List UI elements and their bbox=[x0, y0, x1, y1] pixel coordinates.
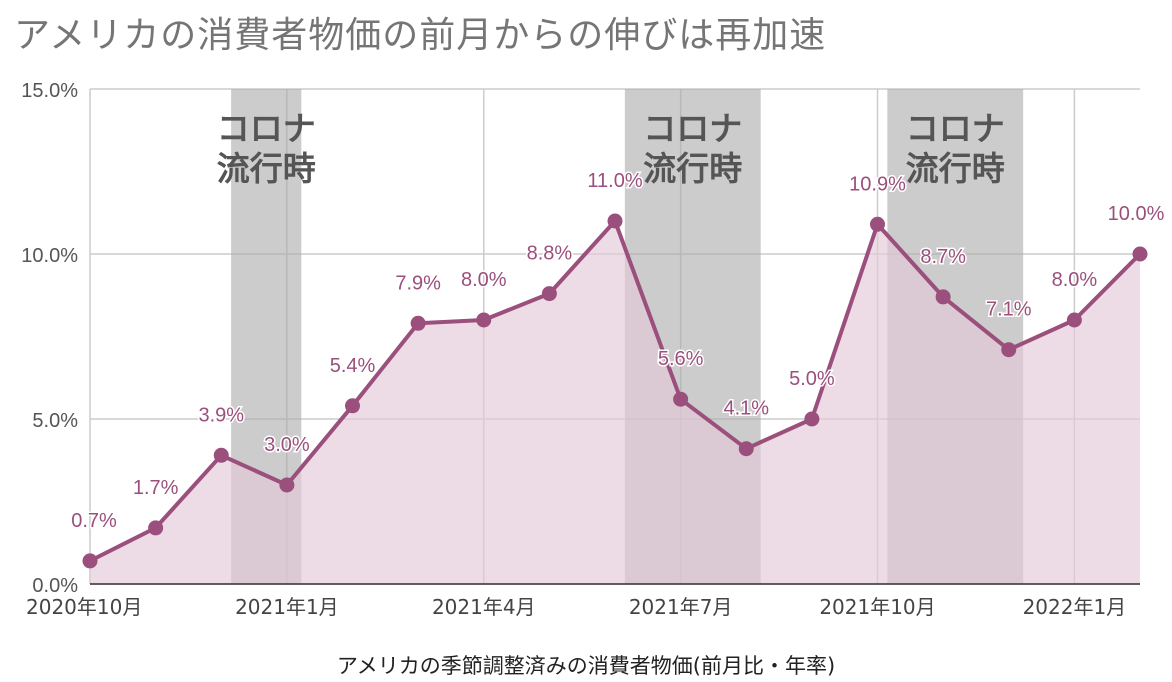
series-area bbox=[90, 221, 1140, 584]
covid-band-label: コロナ bbox=[906, 109, 1005, 148]
data-label: 10.9% bbox=[849, 173, 906, 195]
data-point bbox=[1001, 342, 1017, 358]
covid-band-label: 流行時 bbox=[217, 149, 316, 188]
chart-title: アメリカの消費者物価の前月からの伸びは再加速 bbox=[14, 15, 827, 56]
data-label: 5.0% bbox=[789, 368, 835, 390]
data-label: 7.1% bbox=[986, 299, 1032, 321]
data-label: 8.0% bbox=[461, 269, 507, 291]
x-tick-label: 2022年1月 bbox=[1023, 595, 1127, 619]
data-point bbox=[279, 477, 295, 493]
x-tick-label: 2021年1月 bbox=[235, 595, 339, 619]
data-label: 3.9% bbox=[198, 404, 244, 426]
data-point bbox=[673, 391, 689, 407]
x-tick-label: 2020年10月 bbox=[26, 595, 142, 619]
data-label: 8.0% bbox=[1052, 269, 1098, 291]
x-tick-label: 2021年4月 bbox=[432, 595, 536, 619]
x-tick-label: 2021年7月 bbox=[629, 595, 733, 619]
data-point bbox=[476, 312, 492, 328]
data-label: 4.1% bbox=[723, 398, 769, 420]
y-tick-label: 0.0% bbox=[32, 575, 78, 597]
x-axis-title: アメリカの季節調整済みの消費者物価(前月比・年率) bbox=[336, 654, 836, 678]
data-point bbox=[148, 520, 164, 536]
data-label: 7.9% bbox=[395, 272, 441, 294]
y-tick-label: 5.0% bbox=[32, 410, 78, 432]
data-point bbox=[1066, 312, 1082, 328]
covid-band-label: 流行時 bbox=[906, 149, 1005, 188]
data-point bbox=[82, 553, 98, 569]
data-label: 10.0% bbox=[1108, 203, 1165, 225]
data-point bbox=[410, 315, 426, 331]
data-label: 11.0% bbox=[587, 170, 642, 192]
data-point bbox=[1132, 246, 1148, 262]
data-point bbox=[541, 286, 557, 302]
data-label: 8.7% bbox=[920, 246, 966, 268]
covid-band-label: コロナ bbox=[643, 109, 742, 148]
data-label: 5.6% bbox=[658, 348, 704, 370]
data-point bbox=[607, 213, 623, 229]
data-point bbox=[804, 411, 820, 427]
data-point bbox=[213, 447, 229, 463]
data-label: 0.7% bbox=[71, 510, 117, 532]
data-point bbox=[345, 398, 360, 414]
data-label: 1.7% bbox=[133, 477, 179, 499]
covid-band-label: 流行時 bbox=[643, 149, 742, 188]
y-tick-label: 10.0% bbox=[21, 245, 78, 267]
data-label: 3.0% bbox=[264, 434, 310, 456]
data-label: 5.4% bbox=[330, 355, 376, 377]
data-point bbox=[870, 216, 885, 232]
data-point bbox=[935, 289, 951, 305]
y-tick-label: 15.0% bbox=[21, 80, 78, 102]
data-label: 8.8% bbox=[527, 243, 573, 265]
x-tick-label: 2021年10月 bbox=[819, 595, 935, 619]
covid-band-label: コロナ bbox=[217, 109, 316, 148]
data-point bbox=[738, 441, 754, 457]
